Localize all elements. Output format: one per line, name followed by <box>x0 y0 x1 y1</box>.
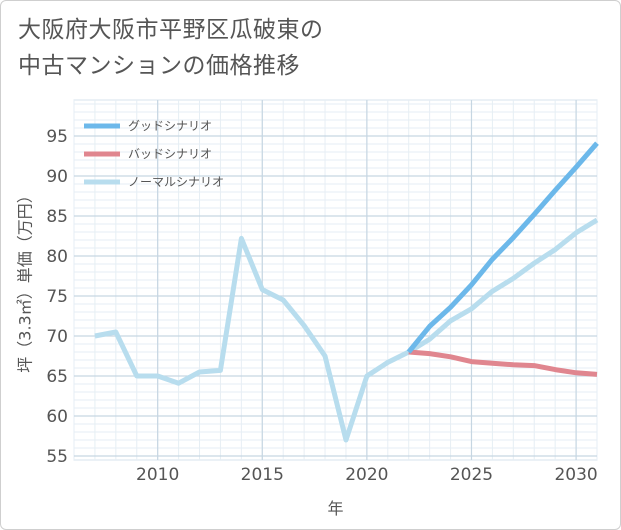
x-tick-label: 2010 <box>136 465 179 485</box>
chart-title-line2: 中古マンションの価格推移 <box>18 53 300 79</box>
y-tick-label: 85 <box>46 207 68 227</box>
x-axis-label: 年 <box>327 499 343 518</box>
y-tick-label: 75 <box>46 287 68 307</box>
chart-title-line1: 大阪府大阪市平野区瓜破東の <box>18 17 324 43</box>
x-tick-label: 2030 <box>554 465 597 485</box>
y-tick-label: 65 <box>46 367 68 387</box>
legend-label-0: グッドシナリオ <box>128 119 212 133</box>
legend-label-1: バッドシナリオ <box>128 147 212 161</box>
chart-title: 大阪府大阪市平野区瓜破東の 中古マンションの価格推移 <box>18 12 578 84</box>
y-tick-label: 55 <box>46 447 68 467</box>
axis-ticks: 2010 2015 2020 2025 2030 55 60 65 70 75 80 85 90 95 <box>46 127 597 485</box>
y-axis-label: 坪（3.3㎡）単価（万円） <box>16 187 35 372</box>
y-tick-label: 70 <box>46 327 68 347</box>
y-tick-label: 60 <box>46 407 68 427</box>
x-tick-label: 2020 <box>345 465 388 485</box>
series-line-2 <box>94 217 599 443</box>
series-line-1 <box>408 349 598 377</box>
series-line-0 <box>406 141 599 354</box>
grid-lines <box>73 99 598 461</box>
y-tick-label: 90 <box>46 167 68 187</box>
x-tick-label: 2025 <box>450 465 493 485</box>
y-tick-label: 80 <box>46 247 68 267</box>
y-tick-label: 95 <box>46 127 68 147</box>
series-lines <box>94 141 599 443</box>
x-tick-label: 2015 <box>241 465 284 485</box>
legend-label-2: ノーマルシナリオ <box>128 175 224 189</box>
